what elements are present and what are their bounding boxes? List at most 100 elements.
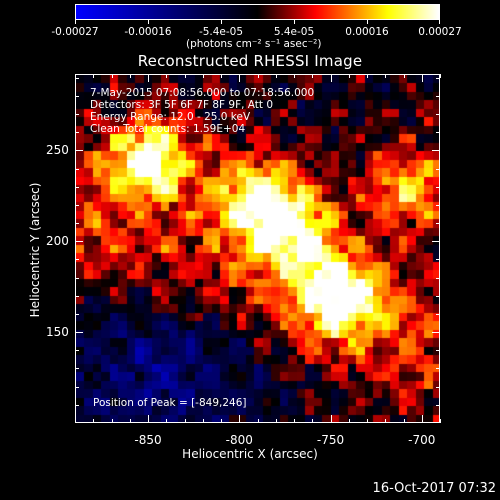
peak-position-label: Position of Peak = [-849,246] (93, 397, 247, 409)
y-minor-tick (75, 186, 79, 188)
y-minor-tick (75, 277, 79, 279)
x-minor-tick-top (294, 74, 295, 78)
y-minor-tick (75, 350, 79, 352)
x-major-tick-top (421, 74, 423, 82)
x-tick-label: -800 (225, 433, 253, 447)
colorbar-tick-label: -0.00027 (51, 26, 99, 38)
y-minor-tick-right (436, 223, 440, 225)
colorbar-tick (439, 20, 440, 24)
x-minor-tick-top (367, 74, 368, 78)
y-minor-tick (75, 204, 79, 206)
y-axis-label: Heliocentric Y (arcsec) (28, 182, 42, 318)
x-minor-tick-top (93, 74, 95, 78)
y-minor-tick-right (436, 259, 440, 261)
y-minor-tick-right (436, 204, 440, 206)
colorbar-units: (photons cm⁻² s⁻¹ asec⁻²) (186, 38, 322, 50)
colorbar-tick (294, 20, 295, 24)
colorbar-tick-label: -5.4e-05 (198, 26, 244, 38)
y-minor-tick (75, 223, 79, 225)
x-major-tick (330, 415, 332, 423)
x-minor-tick (184, 419, 186, 423)
y-major-tick (75, 241, 83, 243)
x-major-tick (421, 415, 423, 423)
x-tick-label: -750 (316, 433, 345, 447)
colorbar (75, 4, 440, 20)
x-minor-tick (440, 419, 441, 423)
plot-timestamp: 16-Oct-2017 07:32 (372, 481, 496, 496)
x-minor-tick (93, 419, 95, 423)
x-minor-tick (367, 419, 368, 423)
x-minor-tick-top (257, 74, 259, 78)
y-minor-tick (75, 168, 79, 170)
y-minor-tick-right (436, 95, 440, 97)
y-minor-tick-right (436, 132, 440, 134)
colorbar-tick (367, 20, 368, 24)
x-minor-tick (221, 419, 222, 423)
y-minor-tick (75, 368, 79, 370)
y-minor-tick-right (436, 313, 440, 315)
y-major-tick-right (432, 332, 440, 334)
clean-counts-label: Clean Total counts: 1.59E+04 (90, 123, 246, 135)
y-major-tick-right (432, 150, 440, 152)
y-minor-tick-right (436, 277, 440, 279)
x-minor-tick-top (385, 74, 387, 78)
y-minor-tick (75, 77, 79, 79)
detectors-label: Detectors: 3F 5F 6F 7F 8F 9F, Att 0 (90, 99, 274, 111)
heatmap-image (76, 75, 439, 422)
y-tick-label: 250 (46, 143, 69, 158)
y-major-tick (75, 150, 83, 152)
x-minor-tick-top (275, 74, 277, 78)
x-minor-tick-top (129, 74, 131, 78)
y-minor-tick (75, 259, 79, 261)
x-minor-tick (348, 419, 350, 423)
x-major-tick (148, 415, 149, 423)
colorbar-tick-label: 0.00016 (345, 26, 389, 38)
x-minor-tick-top (184, 74, 186, 78)
x-major-tick-top (148, 74, 149, 82)
x-minor-tick (257, 419, 259, 423)
x-major-tick-top (239, 74, 241, 82)
x-tick-label: -700 (408, 433, 436, 447)
x-minor-tick (166, 419, 168, 423)
x-minor-tick (294, 419, 295, 423)
y-minor-tick-right (436, 404, 440, 406)
y-minor-tick (75, 404, 79, 406)
x-minor-tick (312, 419, 314, 423)
y-minor-tick (75, 313, 79, 315)
x-minor-tick (129, 419, 131, 423)
y-tick-label: 200 (46, 234, 69, 249)
y-minor-tick-right (436, 295, 440, 297)
y-minor-tick (75, 386, 79, 388)
y-minor-tick-right (436, 77, 440, 79)
y-minor-tick-right (436, 113, 440, 115)
chart-title: Reconstructed RHESSI Image (137, 52, 363, 70)
y-minor-tick-right (436, 186, 440, 188)
colorbar-tick (75, 20, 76, 24)
x-minor-tick-top (202, 74, 204, 78)
y-minor-tick (75, 132, 79, 134)
x-minor-tick-top (348, 74, 350, 78)
y-minor-tick (75, 95, 79, 97)
x-minor-tick (385, 419, 387, 423)
x-minor-tick-top (403, 74, 405, 78)
y-minor-tick (75, 295, 79, 297)
x-axis-label: Heliocentric X (arcsec) (182, 447, 318, 461)
x-minor-tick-top (221, 74, 222, 78)
y-major-tick-right (432, 241, 440, 243)
colorbar-tick-label: 5.4e-05 (273, 26, 315, 38)
colorbar-tick (221, 20, 222, 24)
x-minor-tick-top (440, 74, 441, 78)
x-major-tick-top (330, 74, 332, 82)
heatmap-plot (75, 74, 440, 423)
colorbar-tick-label: -0.00016 (124, 26, 172, 38)
y-minor-tick-right (436, 168, 440, 170)
x-minor-tick (111, 419, 113, 423)
y-minor-tick-right (436, 386, 440, 388)
x-minor-tick (403, 419, 405, 423)
x-minor-tick-top (166, 74, 168, 78)
x-minor-tick (202, 419, 204, 423)
x-minor-tick-top (111, 74, 113, 78)
colorbar-tick (148, 20, 149, 24)
y-minor-tick-right (436, 350, 440, 352)
time-range-label: 7-May-2015 07:08:56.000 to 07:18:56.000 (90, 87, 315, 99)
